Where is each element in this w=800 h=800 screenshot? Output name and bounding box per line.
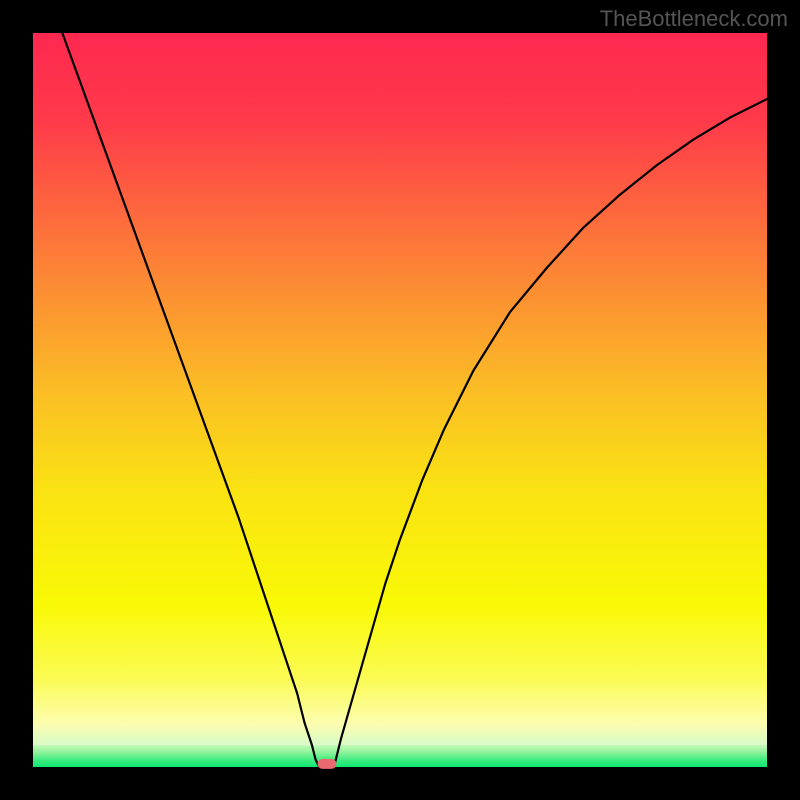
bottleneck-chart <box>33 33 767 767</box>
optimal-point-marker <box>317 759 336 769</box>
curve-right-branch <box>334 99 767 767</box>
watermark-text: TheBottleneck.com <box>600 6 788 32</box>
curve-left-branch <box>62 33 319 767</box>
bottleneck-curve <box>33 33 767 767</box>
